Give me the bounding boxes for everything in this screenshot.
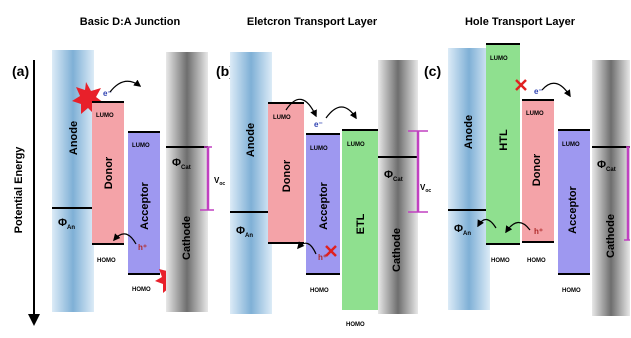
panel-a-cathode (166, 52, 208, 312)
panel-b-phi-an: ΦAn (236, 225, 253, 239)
panel-c: Hole Transport Layer (c) Anode ΦAn LUMO … (424, 16, 630, 316)
panel-c-donor (522, 100, 554, 242)
panel-a-phi-an: ΦAn (58, 217, 75, 231)
panel-b-acceptor-label: Acceptor (318, 181, 330, 229)
panel-b-donor-label: Donor (281, 159, 293, 192)
panel-c-htl-label: HTL (498, 129, 510, 151)
panel-b-etl (342, 130, 378, 310)
panel-b-etl-lumo: LUMO (347, 142, 365, 148)
panel-a-title: Basic D:A Junction (80, 16, 181, 28)
panel-b-hole-arrow (297, 241, 317, 255)
panel-c-blocked-x-icon (515, 79, 527, 91)
panel-c-acceptor (558, 130, 590, 274)
panel-c-donor-lumo: LUMO (526, 111, 544, 117)
panel-c-hole: h⁺ (534, 227, 543, 236)
panel-a-acceptor-lumo: LUMO (132, 143, 150, 149)
panel-a-phi-cat: ΦCat (172, 157, 191, 171)
panel-c-htl-homo: HOMO (491, 258, 510, 264)
panel-c-acceptor-lumo: LUMO (562, 142, 580, 148)
panel-b-electron-arrow-2 (325, 106, 357, 120)
panel-c-voc-bracket (624, 146, 630, 241)
panel-a-photon-burst-icon (72, 82, 104, 115)
panel-c-cathode-label: Cathode (605, 214, 617, 258)
panel-b-anode-label: Anode (245, 123, 257, 157)
panel-c-hole-arrow-2 (477, 218, 497, 229)
panel-c-acceptor-label: Acceptor (567, 185, 579, 233)
panel-a-acceptor (128, 132, 160, 274)
panel-c-anode (448, 48, 490, 310)
axis-label: Potential Energy (13, 146, 25, 234)
panel-b-donor-lumo: LUMO (273, 115, 291, 121)
panel-c-electron-arrow (541, 82, 571, 98)
panel-a-donor (92, 102, 124, 244)
panel-b-acceptor-lumo: LUMO (310, 146, 328, 152)
panel-b-acceptor (306, 134, 340, 274)
panel-b-electron: e⁻ (314, 120, 323, 129)
panel-b-letter: (b) (216, 63, 234, 79)
panel-b-voc-label: Voc (420, 183, 431, 194)
panel-c-donor-label: Donor (531, 153, 543, 186)
panel-c-htl-lumo: LUMO (490, 56, 508, 62)
panel-b-phi-cat: ΦCat (384, 169, 403, 183)
panel-b-electron-arrow-1 (285, 98, 317, 118)
panel-a-donor-label: Donor (103, 156, 115, 189)
panel-a-electron: e⁻ (103, 89, 112, 98)
panel-b-title: Eletcron Transport Layer (247, 16, 378, 28)
panel-c-anode-label: Anode (463, 115, 475, 149)
panel-a-anode-label: Anode (68, 121, 80, 155)
panel-c-electron: e⁻ (534, 87, 543, 96)
panel-c-phi-an: ΦAn (454, 223, 471, 237)
panel-a-voc-bracket (200, 146, 214, 211)
panel-b: Eletcron Transport Layer (b) Anode ΦAn L… (216, 16, 431, 328)
panel-b-cathode (378, 60, 418, 314)
panel-a-hole: h⁺ (138, 243, 147, 252)
potential-energy-axis: Potential Energy (13, 60, 40, 326)
panel-a-electron-arrow (109, 79, 142, 93)
panel-a-acceptor-label: Acceptor (139, 181, 151, 229)
panel-b-cathode-label: Cathode (391, 228, 403, 272)
panel-b-hole: h⁺ (318, 253, 327, 262)
panel-c-phi-cat: ΦCat (597, 159, 616, 173)
panel-b-etl-homo: HOMO (346, 322, 365, 328)
panel-c-htl (486, 44, 520, 244)
panel-b-acceptor-homo: HOMO (310, 288, 329, 294)
panel-c-letter: (c) (424, 63, 441, 79)
panel-a-donor-lumo: LUMO (96, 113, 114, 119)
panel-a-acceptor-homo: HOMO (132, 287, 151, 293)
panel-c-acceptor-homo: HOMO (562, 288, 581, 294)
panel-a-donor-homo: HOMO (97, 258, 116, 264)
panel-b-etl-label: ETL (355, 213, 367, 234)
panel-a: Basic D:A Junction (a) Anode ΦAn LUMO Do… (12, 16, 225, 312)
panel-c-title: Hole Transport Layer (465, 16, 576, 28)
panel-a-cathode-label: Cathode (181, 216, 193, 260)
panel-a-hole-arrow (113, 233, 137, 245)
panel-c-hole-arrow-1 (505, 221, 531, 234)
panel-b-donor (268, 103, 304, 243)
panel-c-cathode (592, 60, 630, 316)
panel-a-letter: (a) (12, 63, 29, 79)
panel-b-anode (230, 52, 272, 314)
panel-b-blocked-x-icon (325, 245, 337, 257)
panel-b-voc-bracket (408, 130, 428, 213)
panel-a-voc-label: Voc (214, 176, 225, 187)
panel-c-donor-homo: HOMO (527, 258, 546, 264)
